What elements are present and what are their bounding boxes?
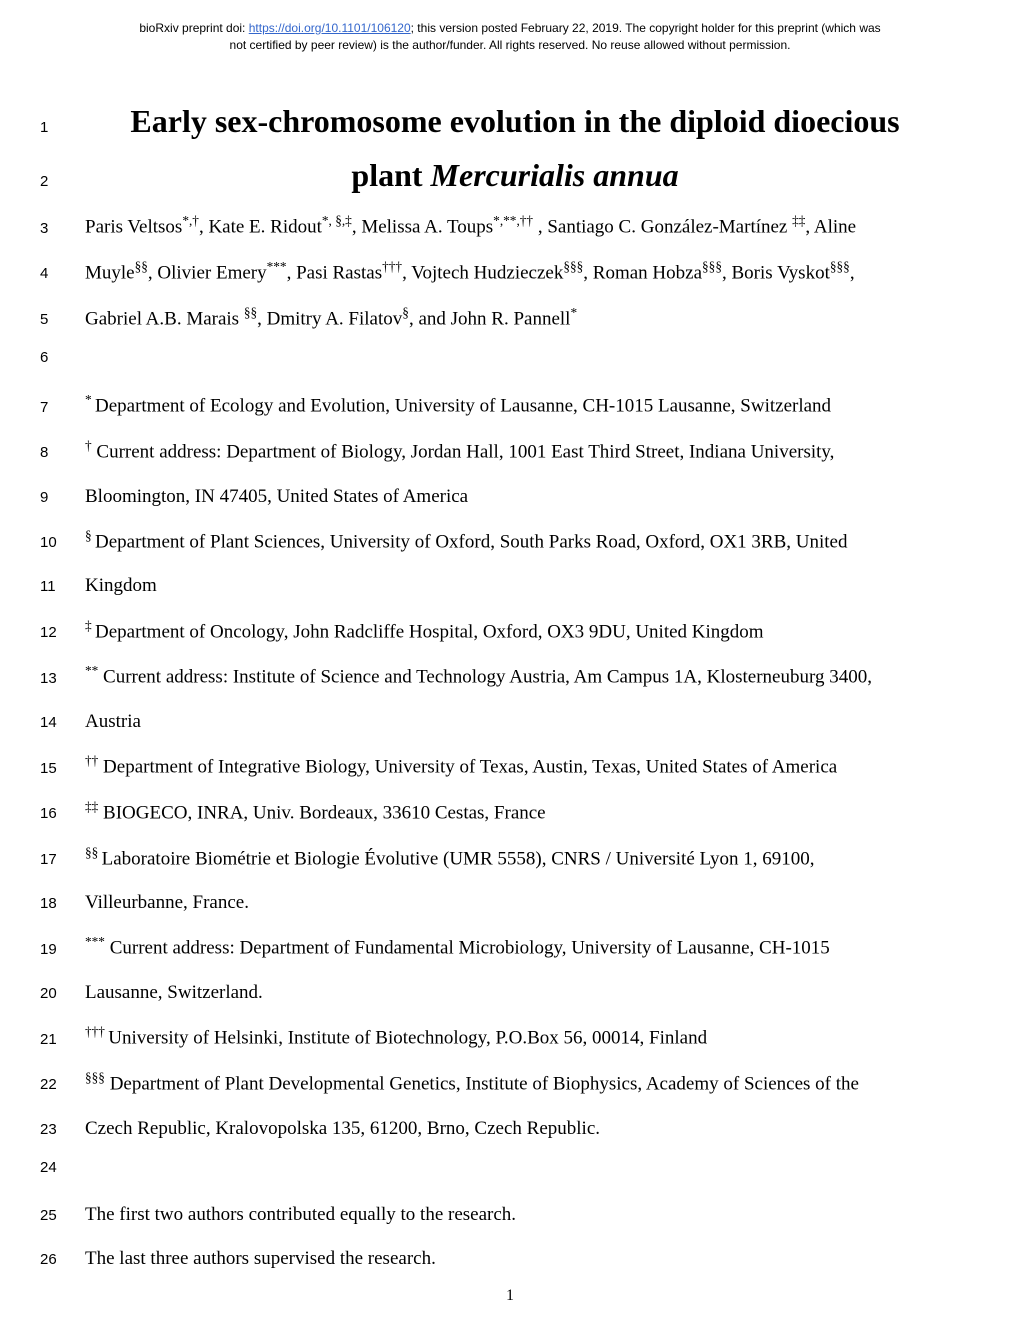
header-prefix: bioRxiv preprint doi: xyxy=(139,21,248,35)
line-number: 9 xyxy=(40,487,85,506)
line-text: Bloomington, IN 47405, United States of … xyxy=(85,481,945,513)
line-number: 20 xyxy=(40,983,85,1002)
line-number: 6 xyxy=(40,347,85,366)
title-text-2: plant Mercurialis annua xyxy=(85,148,945,202)
text-line: 15†† Department of Integrative Biology, … xyxy=(40,750,945,784)
text-line: 9Bloomington, IN 47405, United States of… xyxy=(40,481,945,513)
line-number: 21 xyxy=(40,1029,85,1048)
title-line-1: 1 Early sex-chromosome evolution in the … xyxy=(40,94,945,148)
line-text: Kingdom xyxy=(85,570,945,602)
line-text: Villeurbanne, France. xyxy=(85,887,945,919)
line-text: The last three authors supervised the re… xyxy=(85,1243,945,1275)
line-number: 7 xyxy=(40,397,85,416)
line-text: Gabriel A.B. Marais §§, Dmitry A. Filato… xyxy=(85,302,945,336)
text-line: 8† Current address: Department of Biolog… xyxy=(40,435,945,469)
line-text: §§ Laboratoire Biométrie et Biologie Évo… xyxy=(85,842,945,876)
line-number: 4 xyxy=(40,263,85,282)
line-text: * Department of Ecology and Evolution, U… xyxy=(85,389,945,423)
line-number: 17 xyxy=(40,849,85,868)
line-text: Czech Republic, Kralovopolska 135, 61200… xyxy=(85,1113,945,1145)
text-line: 13** Current address: Institute of Scien… xyxy=(40,660,945,694)
line-text: † Current address: Department of Biology… xyxy=(85,435,945,469)
line-number: 8 xyxy=(40,442,85,461)
preprint-header: bioRxiv preprint doi: https://doi.org/10… xyxy=(0,0,1020,64)
page-number: 1 xyxy=(506,1287,514,1305)
line-text: §§§ Department of Plant Developmental Ge… xyxy=(85,1067,945,1101)
text-line: 11Kingdom xyxy=(40,570,945,602)
line-number: 15 xyxy=(40,758,85,777)
line-number: 13 xyxy=(40,668,85,687)
text-line: 10§ Department of Plant Sciences, Univer… xyxy=(40,525,945,559)
line-text: ‡ Department of Oncology, John Radcliffe… xyxy=(85,615,945,649)
line-number: 5 xyxy=(40,309,85,328)
line-text: Muyle§§, Olivier Emery***, Pasi Rastas††… xyxy=(85,256,945,290)
line-text: ††† University of Helsinki, Institute of… xyxy=(85,1021,945,1055)
text-line: 20Lausanne, Switzerland. xyxy=(40,977,945,1009)
title-line-2: 2 plant Mercurialis annua xyxy=(40,148,945,202)
line-number: 12 xyxy=(40,622,85,641)
line-number: 22 xyxy=(40,1074,85,1093)
text-line: 18Villeurbanne, France. xyxy=(40,887,945,919)
text-line: 6 xyxy=(40,347,945,377)
line-number: 25 xyxy=(40,1205,85,1224)
text-line: 17§§ Laboratoire Biométrie et Biologie É… xyxy=(40,842,945,876)
line-text: *** Current address: Department of Funda… xyxy=(85,931,945,965)
line-number: 11 xyxy=(40,576,85,595)
line-text: ‡‡ BIOGECO, INRA, Univ. Bordeaux, 33610 … xyxy=(85,796,945,830)
line-number: 2 xyxy=(40,171,85,190)
line-number: 23 xyxy=(40,1119,85,1138)
line-text: Austria xyxy=(85,706,945,738)
header-suffix: ; this version posted February 22, 2019.… xyxy=(411,21,881,35)
text-line: 14Austria xyxy=(40,706,945,738)
text-line: 3Paris Veltsos*,†, Kate E. Ridout*, §,‡,… xyxy=(40,210,945,244)
line-number: 3 xyxy=(40,218,85,237)
line-number: 24 xyxy=(40,1157,85,1176)
line-number: 10 xyxy=(40,532,85,551)
text-line: 16‡‡ BIOGECO, INRA, Univ. Bordeaux, 3361… xyxy=(40,796,945,830)
text-line: 21††† University of Helsinki, Institute … xyxy=(40,1021,945,1055)
text-line: 25The first two authors contributed equa… xyxy=(40,1199,945,1231)
title-text-1: Early sex-chromosome evolution in the di… xyxy=(85,94,945,148)
line-text: †† Department of Integrative Biology, Un… xyxy=(85,750,945,784)
text-line: 7* Department of Ecology and Evolution, … xyxy=(40,389,945,423)
text-line: 26The last three authors supervised the … xyxy=(40,1243,945,1275)
text-line: 5Gabriel A.B. Marais §§, Dmitry A. Filat… xyxy=(40,302,945,336)
doi-link[interactable]: https://doi.org/10.1101/106120 xyxy=(249,21,411,35)
line-number: 1 xyxy=(40,117,85,136)
line-number: 18 xyxy=(40,893,85,912)
text-line: 24 xyxy=(40,1157,945,1187)
line-number: 14 xyxy=(40,712,85,731)
text-line: 4Muyle§§, Olivier Emery***, Pasi Rastas†… xyxy=(40,256,945,290)
line-text: § Department of Plant Sciences, Universi… xyxy=(85,525,945,559)
text-line: 23Czech Republic, Kralovopolska 135, 612… xyxy=(40,1113,945,1145)
line-number: 26 xyxy=(40,1249,85,1268)
text-line: 22§§§ Department of Plant Developmental … xyxy=(40,1067,945,1101)
line-text: The first two authors contributed equall… xyxy=(85,1199,945,1231)
page-content: 1 Early sex-chromosome evolution in the … xyxy=(0,64,1020,1308)
header-line-2: not certified by peer review) is the aut… xyxy=(230,38,791,52)
line-text: ** Current address: Institute of Science… xyxy=(85,660,945,694)
text-line: 19*** Current address: Department of Fun… xyxy=(40,931,945,965)
text-line: 12‡ Department of Oncology, John Radclif… xyxy=(40,615,945,649)
line-number: 16 xyxy=(40,803,85,822)
line-text: Paris Veltsos*,†, Kate E. Ridout*, §,‡, … xyxy=(85,210,945,244)
line-text: Lausanne, Switzerland. xyxy=(85,977,945,1009)
header-line-1: bioRxiv preprint doi: https://doi.org/10… xyxy=(139,21,880,35)
line-number: 19 xyxy=(40,939,85,958)
